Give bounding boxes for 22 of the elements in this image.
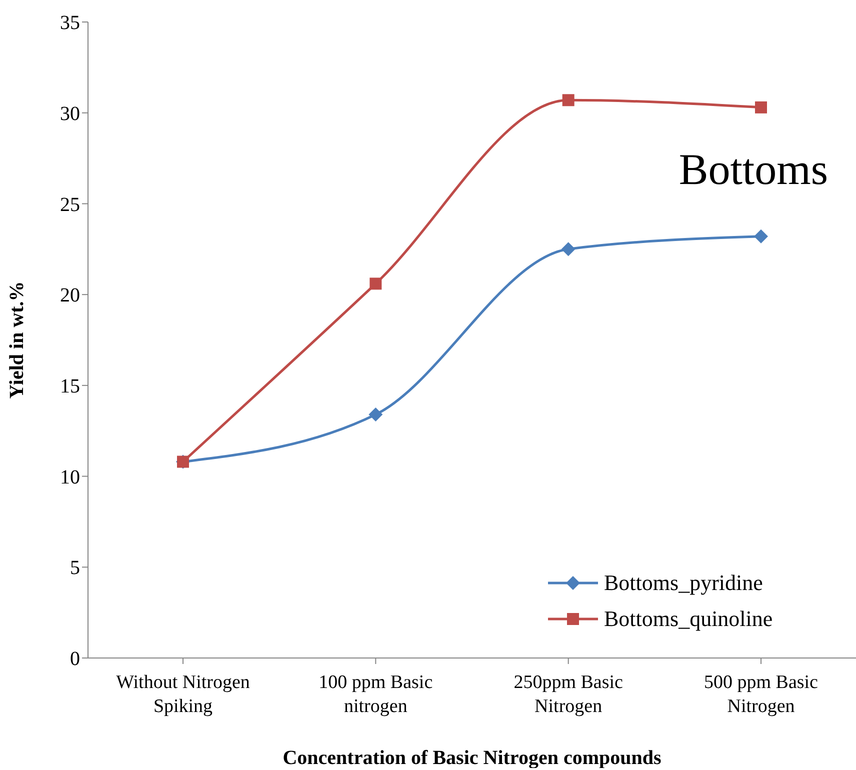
point xyxy=(368,408,383,422)
y-tick-label: 10 xyxy=(60,466,80,488)
x-tick-label: 500 ppm Basic Nitrogen xyxy=(704,672,818,717)
legend-label: Bottoms_quinoline xyxy=(604,606,773,631)
x-tick-label: 250ppm Basic Nitrogen xyxy=(514,672,623,717)
point xyxy=(561,242,576,256)
x-tick-label: Without Nitrogen Spiking xyxy=(116,672,250,717)
point xyxy=(562,94,574,106)
point xyxy=(370,278,382,290)
legend-label: Bottoms_pyridine xyxy=(604,570,763,595)
y-tick-label: 0 xyxy=(70,648,80,670)
x-tick-label: 100 ppm Basic nitrogen xyxy=(318,672,433,717)
y-tick-label: 5 xyxy=(70,557,80,580)
y-tick-label: 15 xyxy=(60,376,80,398)
y-tick-label: 30 xyxy=(60,102,80,125)
point xyxy=(754,229,768,244)
annotation: Bottoms xyxy=(678,145,828,194)
y-tick-label: 20 xyxy=(60,284,80,307)
y-tick-label: 35 xyxy=(60,12,80,34)
y-axis-title: Yield in wt.% xyxy=(6,281,28,399)
point xyxy=(755,101,767,114)
y-tick-label: 25 xyxy=(60,194,80,216)
